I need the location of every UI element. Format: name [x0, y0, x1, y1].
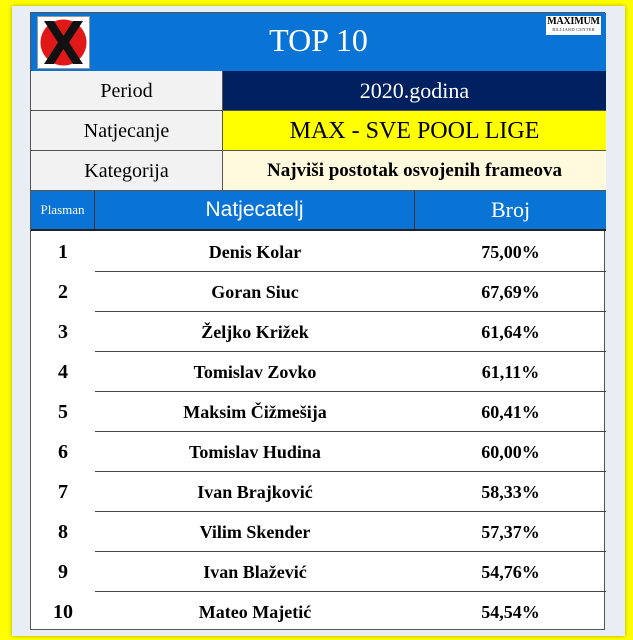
- value-cell: 60,41%: [481, 402, 540, 422]
- natjecanje-row: Natjecanje MAX - SVE POOL LIGE: [31, 111, 606, 151]
- row-divider: [95, 591, 606, 592]
- table-row: 4 Tomislav Zovko 61,11%: [31, 352, 606, 392]
- header-natjecatelj: Natjecatelj: [95, 191, 415, 229]
- name-cell: Denis Kolar: [208, 242, 302, 262]
- value-cell: 61,64%: [481, 322, 540, 342]
- ranking-table-body: 1 Denis Kolar 75,00% 2 Goran Siuc 67,69%…: [31, 232, 606, 632]
- table-row: 3 Željko Križek 61,64%: [31, 312, 606, 352]
- kategorija-value: Najviši postotak osvojenih frameova: [223, 151, 606, 191]
- row-divider: [95, 271, 606, 272]
- table-row: 10 Mateo Majetić 54,54%: [31, 592, 606, 632]
- page-title: TOP 10: [269, 22, 368, 58]
- natjecanje-value: MAX - SVE POOL LIGE: [223, 111, 606, 151]
- rank-cell: 4: [58, 361, 68, 383]
- name-cell: Goran Siuc: [211, 282, 299, 302]
- value-cell: 58,33%: [481, 482, 540, 502]
- maximum-logo-subtext: BILLIARD CENTER: [552, 27, 595, 32]
- table-row: 1 Denis Kolar 75,00%: [31, 232, 606, 272]
- rank-cell: 10: [53, 601, 73, 623]
- rank-cell: 3: [58, 321, 68, 343]
- table-row: 7 Ivan Brajković 58,33%: [31, 472, 606, 512]
- name-cell: Maksim Čižmešija: [183, 402, 327, 422]
- natjecanje-label: Natjecanje: [31, 111, 223, 151]
- value-cell: 67,69%: [481, 282, 540, 302]
- value-cell: 60,00%: [481, 442, 540, 462]
- value-cell: 57,37%: [481, 522, 540, 542]
- row-divider: [95, 431, 606, 432]
- period-row: Period 2020.godina: [31, 71, 606, 111]
- x-logo-icon: [37, 16, 90, 69]
- rank-cell: 2: [58, 281, 68, 303]
- row-divider: [95, 471, 606, 472]
- row-divider: [95, 351, 606, 352]
- header-plasman: Plasman: [31, 191, 95, 229]
- name-cell: Ivan Brajković: [197, 482, 313, 502]
- table-header: Plasman Natjecatelj Broj: [31, 191, 606, 231]
- rank-cell: 6: [58, 441, 68, 463]
- value-cell: 54,76%: [481, 562, 540, 582]
- row-divider: [95, 391, 606, 392]
- rank-cell: 5: [58, 401, 68, 423]
- row-divider: [95, 551, 606, 552]
- table-row: 6 Tomislav Hudina 60,00%: [31, 432, 606, 472]
- kategorija-label: Kategorija: [31, 151, 223, 191]
- rank-cell: 9: [58, 561, 68, 583]
- name-cell: Mateo Majetić: [198, 602, 312, 622]
- rank-cell: 1: [58, 241, 68, 263]
- table-row: 9 Ivan Blažević 54,76%: [31, 552, 606, 592]
- name-cell: Željko Križek: [201, 322, 309, 342]
- header-broj: Broj: [490, 197, 531, 222]
- kategorija-row: Kategorija Najviši postotak osvojenih fr…: [31, 151, 606, 191]
- name-cell: Tomislav Zovko: [193, 362, 317, 382]
- maximum-logo: MAXIMUM BILLIARD CENTER: [546, 16, 601, 35]
- table-row: 5 Maksim Čižmešija 60,41%: [31, 392, 606, 432]
- name-cell: Ivan Blažević: [203, 562, 307, 582]
- name-cell: Vilim Skender: [199, 522, 311, 542]
- rank-cell: 7: [58, 481, 68, 503]
- period-label: Period: [31, 71, 223, 111]
- row-divider: [95, 311, 606, 312]
- value-cell: 54,54%: [481, 602, 540, 622]
- table-row: 2 Goran Siuc 67,69%: [31, 272, 606, 312]
- value-cell: 75,00%: [481, 242, 540, 262]
- top10-board: TOP 10 MAXIMUM BILLIARD CENTER Period 20…: [30, 12, 606, 632]
- rank-cell: 8: [58, 521, 68, 543]
- maximum-logo-text: MAXIMUM: [547, 16, 600, 27]
- table-row: 8 Vilim Skender 57,37%: [31, 512, 606, 552]
- value-cell: 61,11%: [481, 362, 540, 382]
- row-divider: [95, 511, 606, 512]
- title-bar: TOP 10 MAXIMUM BILLIARD CENTER: [31, 13, 606, 72]
- name-cell: Tomislav Hudina: [189, 442, 321, 462]
- period-value: 2020.godina: [223, 71, 606, 111]
